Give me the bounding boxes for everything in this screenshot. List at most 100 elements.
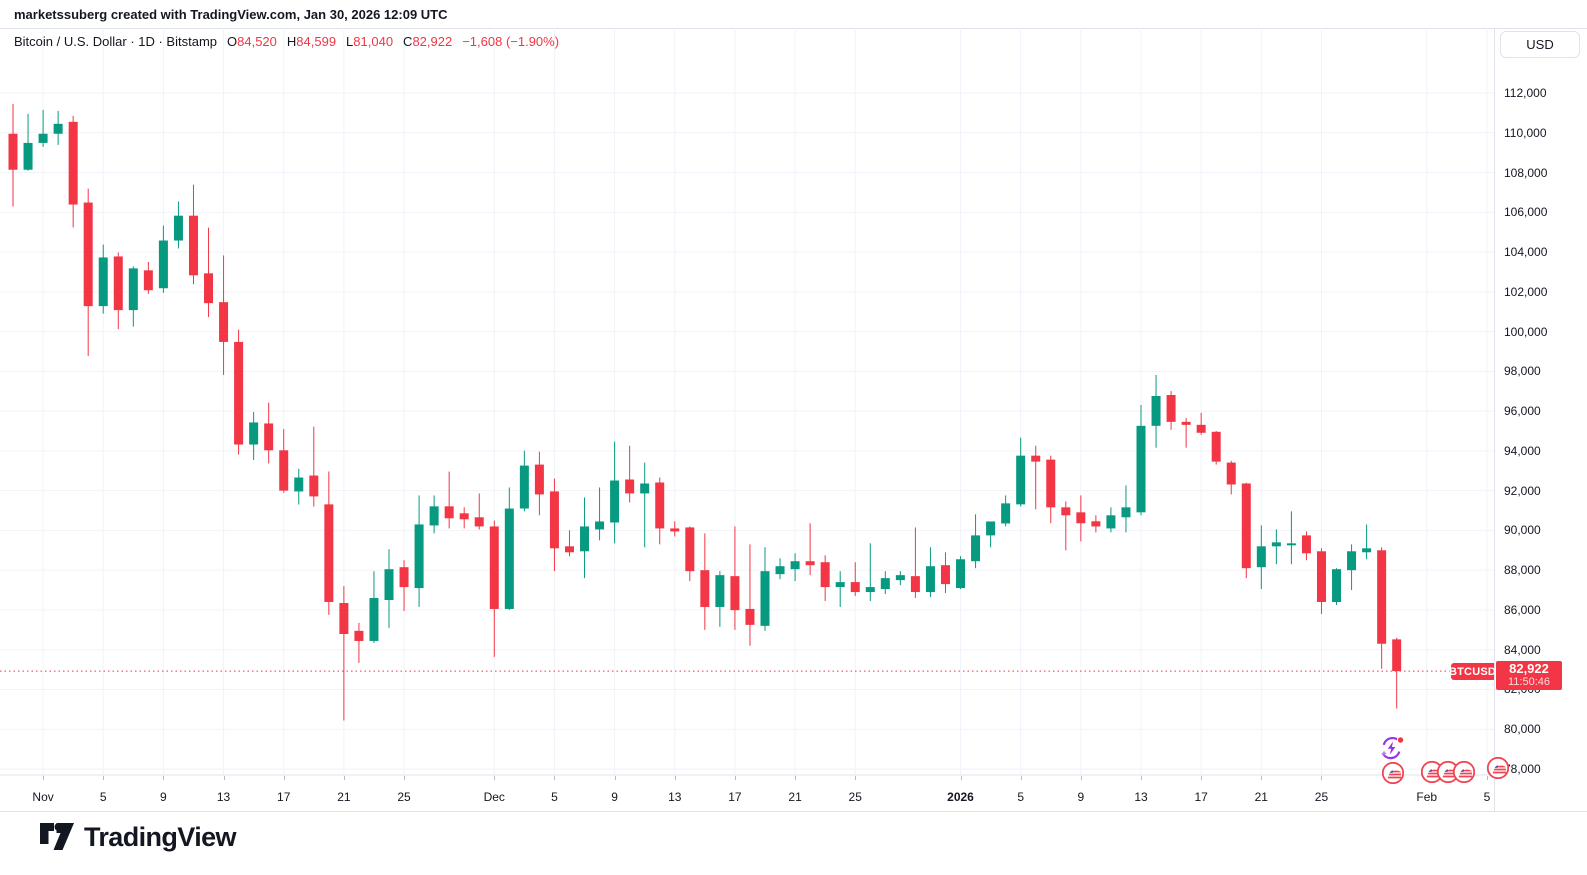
candle-2026-01-21 [1256,525,1266,590]
open-value: 84,520 [237,34,277,49]
candle-2025-12-24 [835,571,845,607]
candle-2026-01-27 [1347,544,1357,591]
candle-2025-12-10 [625,445,635,503]
tradingview-logo-text: TradingView [84,822,237,852]
candle-2025-11-08 [143,262,153,294]
candle-2025-12-15 [700,533,710,630]
candle-2026-01-25 [1316,548,1326,614]
time-axis-tickmark [960,776,962,780]
candle-2025-11-29 [459,507,469,529]
low-label: L [346,34,354,49]
candle-2025-12-03 [519,450,529,512]
time-axis-tickmark [554,776,556,780]
time-axis-tickmark [43,776,45,780]
price-axis-tick: 92,000 [1504,483,1541,498]
time-axis-tick: Dec [483,790,505,804]
candle-2025-11-23 [369,571,379,643]
candle-2025-12-28 [895,571,905,586]
price-axis-tick: 86,000 [1504,602,1541,617]
candle-2026-01-20 [1241,482,1251,579]
candle-2026-01-01 [956,556,966,590]
candle-2025-11-27 [429,495,439,534]
candle-2025-12-09 [610,441,620,544]
candle-2026-01-28 [1362,524,1372,560]
candle-2026-01-03 [986,521,996,548]
candle-2025-11-11 [188,184,198,285]
time-axis-tickmark [103,776,105,780]
candle-2026-01-15 [1166,391,1176,430]
us-event-flag-icon[interactable] [1420,760,1444,788]
candle-2026-01-17 [1196,412,1206,435]
us-event-flag-icon[interactable] [1452,760,1476,788]
us-event-flag-icon[interactable] [1381,761,1405,789]
candle-2026-01-24 [1301,531,1311,561]
time-axis-tickmark [163,776,165,780]
price-axis-tick: 100,000 [1504,324,1548,339]
price-axis-tick: 88,000 [1504,563,1541,578]
candle-2025-12-14 [685,526,695,582]
time-axis-tick: 9 [611,790,618,804]
close-label: C [403,34,413,49]
low-value: 81,040 [353,34,394,49]
candle-2025-10-30 [8,103,18,207]
time-axis-tick: 17 [728,790,742,804]
symbol-legend: Bitcoin / U.S. Dollar · 1D · Bitstamp O84… [14,34,563,49]
time-axis-tick: Nov [32,790,54,804]
candle-2025-12-19 [760,547,770,631]
time-axis-tick: 17 [277,790,291,804]
candle-2025-12-05 [549,478,559,572]
time-axis-tick: 13 [1134,790,1148,804]
candle-2026-01-22 [1271,529,1281,565]
price-axis-tick: 110,000 [1504,125,1547,140]
time-axis-tick: Feb [1416,790,1438,804]
time-axis-tick: 21 [337,790,351,804]
time-axis-tick: 21 [788,790,802,804]
time-axis-tickmark [1141,776,1142,780]
candle-2025-11-21 [339,586,349,721]
candle-2026-01-23 [1286,511,1296,565]
candle-2025-11-13 [219,255,229,375]
price-axis-tick: 104,000 [1504,245,1548,260]
candle-2025-11-24 [384,549,394,628]
time-axis-tick: 25 [1314,790,1329,804]
candle-2026-01-05 [1016,437,1026,507]
currency-usd-button[interactable]: USD [1500,31,1580,58]
high-value: 84,599 [296,34,337,49]
candle-2025-11-06 [113,252,123,330]
ai-flash-marker-icon[interactable] [1378,735,1405,767]
candle-2025-11-05 [98,244,108,314]
candle-2025-11-17 [279,429,289,493]
candle-2025-12-31 [940,552,950,594]
candlestick-chart[interactable] [0,28,1494,812]
candle-2025-11-04 [83,188,93,357]
candle-2025-12-08 [595,487,605,541]
candle-2026-01-02 [971,514,981,569]
candle-2025-12-22 [805,523,815,576]
price-axis-tick: 106,000 [1504,205,1548,220]
change-value: −1,608 (−1.90%) [462,34,560,49]
candle-2025-11-16 [264,402,274,464]
candle-2025-11-07 [128,266,138,327]
time-axis-tickmark [614,776,616,780]
candle-2025-12-27 [880,571,890,595]
candle-2025-12-04 [534,451,544,516]
candle-2026-01-19 [1226,460,1236,495]
time-axis-tick: 2026 [947,790,974,804]
time-axis-tickmark [855,776,857,780]
time-axis-tick: 9 [1077,790,1085,804]
time-axis-tick: 5 [1017,790,1025,804]
candle-2026-01-10 [1091,515,1101,533]
last-price-label: 82,922 11:50:46 [1496,661,1562,690]
candle-2026-01-30 [1392,637,1402,709]
candle-2025-12-21 [790,553,800,582]
price-axis-tick: 98,000 [1504,364,1541,379]
candle-2025-11-30 [474,493,484,530]
time-axis-tick: 13 [668,790,682,804]
tradingview-logo: TradingView [40,822,237,853]
candle-2025-12-07 [580,497,590,579]
candle-2025-12-01 [489,520,499,657]
candle-2025-12-26 [865,543,875,601]
tradingview-logo-icon [40,822,74,850]
candle-2025-12-23 [820,555,830,601]
us-event-flag-icon[interactable] [1486,756,1510,784]
